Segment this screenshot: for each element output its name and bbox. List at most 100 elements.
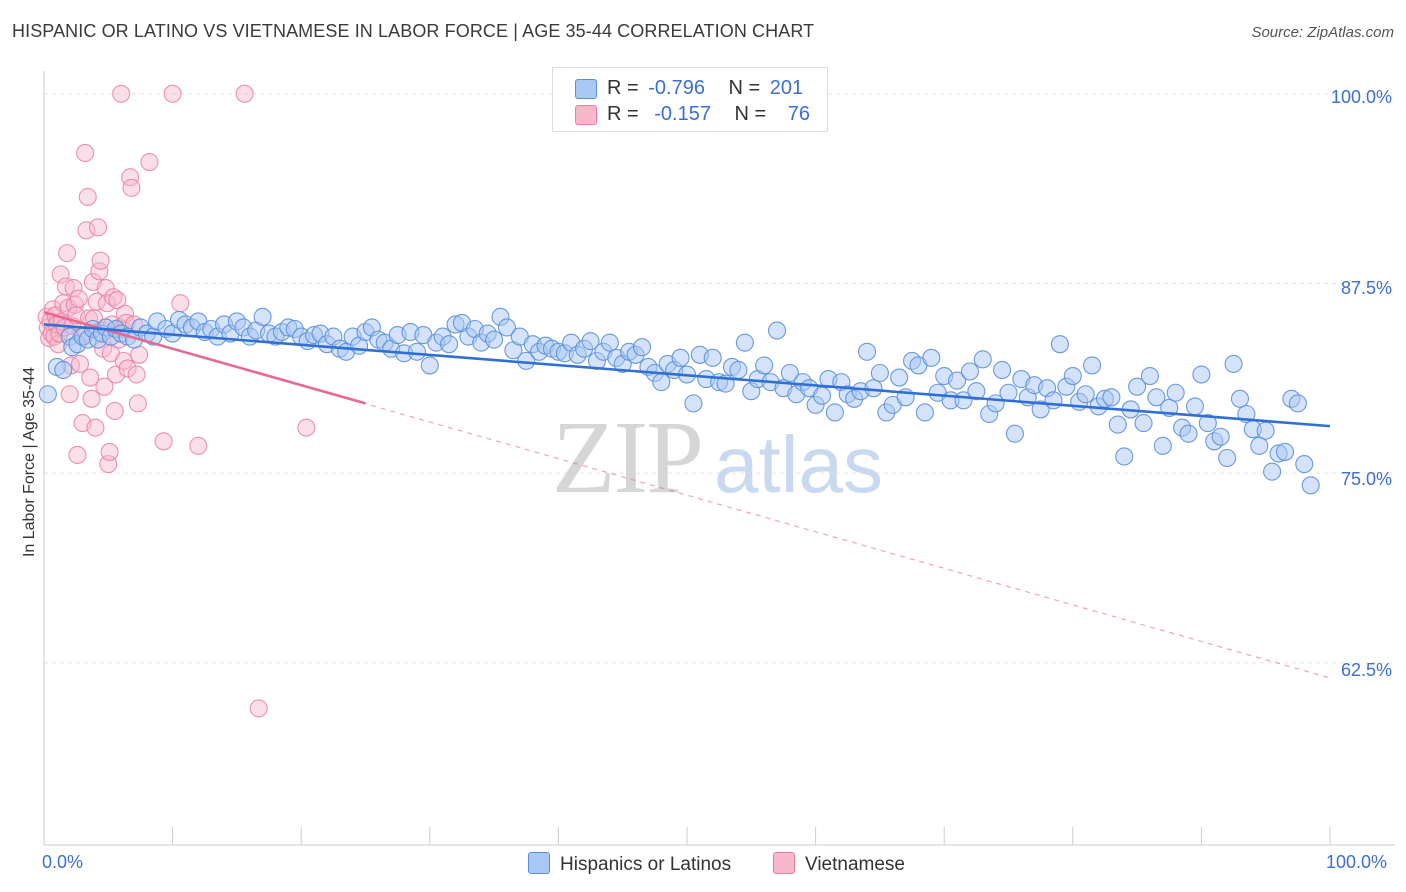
hispanic-point: [1198, 414, 1217, 433]
hispanic-point: [1263, 462, 1282, 481]
legend-item-hispanic[interactable]: Hispanics or Latinos: [528, 851, 732, 878]
vietnamese-point: [70, 354, 90, 373]
hispanic-point: [780, 363, 799, 383]
vietnamese-point: [112, 84, 131, 103]
hispanic-point: [890, 368, 909, 387]
hispanic-point: [1275, 442, 1295, 461]
r-label: R =: [607, 77, 639, 99]
hispanic-point: [1288, 394, 1307, 413]
hispanic-point: [1140, 366, 1160, 386]
n-label: N =: [734, 103, 767, 125]
hispanic-point: [915, 403, 934, 422]
hispanic-point: [1031, 400, 1050, 419]
vietnamese-point: [60, 385, 79, 404]
hispanic-point: [1063, 366, 1082, 386]
hispanic-point: [600, 333, 619, 352]
hispanic-point: [54, 360, 73, 380]
y-tick-label: 100.0%: [1330, 87, 1392, 107]
hispanic-point: [1044, 391, 1063, 410]
x-tick-label: 100.0%: [1326, 852, 1388, 872]
hispanic-point: [1301, 476, 1320, 495]
hispanic-point: [948, 371, 967, 390]
axes: [43, 71, 1395, 846]
hispanic-point: [632, 338, 652, 357]
hispanic-point: [729, 360, 748, 380]
hispanic-point: [38, 385, 57, 404]
hispanic-point: [703, 348, 722, 367]
vietnamese-point: [69, 289, 88, 308]
y-tick-label: 62.5%: [1340, 660, 1392, 680]
hispanic-point: [581, 332, 600, 351]
hispanic-point: [1230, 389, 1250, 408]
hispanic-point: [1076, 385, 1095, 404]
hispanic-point: [870, 363, 889, 383]
legend-swatch-vietnamese: [773, 851, 795, 874]
hispanic-point: [1115, 447, 1134, 466]
hispanic-point: [497, 318, 517, 337]
watermark-atlas: atlas: [714, 420, 883, 509]
vietnamese-point: [96, 278, 115, 298]
n-label: N =: [728, 77, 761, 99]
vietnamese-point: [76, 143, 95, 163]
vietnamese-point: [140, 153, 159, 172]
hispanic-point: [1102, 388, 1121, 407]
source-label: Source: ZipAtlas.com: [1251, 24, 1394, 41]
vietnamese-point: [82, 389, 101, 408]
hispanic-point: [864, 379, 883, 398]
hispanic-point: [684, 394, 703, 413]
hispanic-point: [1050, 335, 1069, 354]
trend-lines: [43, 311, 1331, 679]
vietnamese-point: [78, 187, 97, 207]
swatch-vietnamese: [575, 105, 597, 125]
hispanic-point: [973, 350, 992, 369]
vietnamese-point: [100, 442, 119, 461]
hispanic-point: [1153, 436, 1172, 455]
r-label: R =: [607, 103, 639, 125]
legend-item-vietnamese[interactable]: Vietnamese: [773, 851, 905, 878]
vietnamese-points: [37, 84, 316, 718]
vietnamese-point: [105, 401, 124, 421]
hispanic-point: [967, 382, 986, 401]
hispanic-point: [767, 321, 787, 340]
chart-title: HISPANIC OR LATINO VS VIETNAMESE IN LABO…: [12, 21, 815, 41]
vietnamese-point: [108, 291, 127, 310]
hispanic-point: [1250, 436, 1269, 455]
hispanic-point: [960, 362, 979, 381]
hispanic-point: [420, 356, 439, 375]
hispanic-point: [825, 403, 844, 422]
y-tick-label: 87.5%: [1340, 278, 1392, 298]
y-axis-label: In Labor Force | Age 35-44: [21, 366, 38, 558]
vietnamese-point: [127, 365, 146, 384]
vietnamese-point: [58, 244, 77, 263]
vietnamese-point: [88, 218, 108, 237]
y-tick-label: 75.0%: [1340, 469, 1392, 489]
vietnamese-point: [56, 277, 75, 296]
hispanic-point: [407, 342, 426, 361]
hispanic-point: [1108, 415, 1127, 434]
vietnamese-point: [122, 178, 141, 197]
vietnamese-point: [91, 251, 110, 270]
vietnamese-point: [189, 436, 208, 455]
stats-legend: R = -0.796 N = 201 R = -0.157 N = 76: [552, 67, 828, 132]
vietnamese-point: [115, 304, 135, 323]
vietnamese-point: [81, 368, 100, 387]
vietnamese-point: [95, 377, 114, 396]
hispanic-point: [1179, 424, 1198, 443]
vietnamese-point: [51, 265, 70, 284]
hispanic-point: [671, 348, 690, 367]
hispanic-point: [1134, 414, 1153, 433]
vietnamese-point: [249, 699, 268, 718]
x-tick-label: 0.0%: [42, 852, 84, 872]
hispanic-point: [1192, 365, 1211, 384]
vietnamese-point: [77, 221, 96, 240]
swatch-hispanic: [575, 79, 597, 99]
vietnamese-point: [130, 345, 149, 364]
legend-label: Hispanics or Latinos: [560, 854, 732, 875]
hispanic-point: [1256, 421, 1275, 440]
vietnamese-point: [68, 445, 87, 465]
hispanic-point: [485, 330, 504, 349]
hispanic-point: [1083, 356, 1102, 375]
n-value: 76: [787, 103, 811, 125]
hispanic-point: [993, 360, 1012, 380]
